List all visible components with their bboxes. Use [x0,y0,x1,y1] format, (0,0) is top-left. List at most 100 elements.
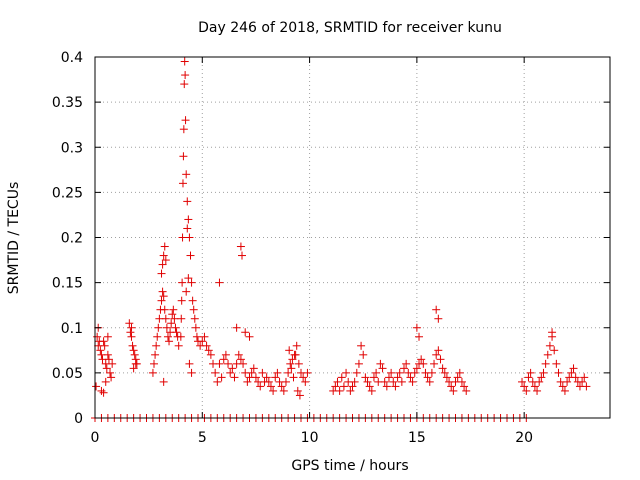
data-point [522,386,531,395]
y-tick-label: 0.25 [52,185,83,201]
data-point [299,373,308,382]
data-point [106,368,115,377]
data-point [185,359,194,368]
data-point [269,386,278,395]
data-point [563,377,572,386]
data-point [168,310,177,319]
data-point [182,287,191,296]
data-point [108,359,117,368]
data-point [548,328,557,337]
data-point [303,368,312,377]
y-tick-label: 0.2 [61,231,83,247]
data-point [191,323,200,332]
x-tick-label: 5 [198,430,207,446]
y-tick-label: 0.05 [52,366,83,382]
y-tick-label: 0.3 [61,140,83,156]
data-point [567,368,576,377]
data-point [97,386,106,395]
data-point [460,382,469,391]
data-point [157,296,166,305]
data-point [425,377,434,386]
data-point [249,364,258,373]
data-point [101,377,110,386]
data-point [580,373,589,382]
data-point [301,377,310,386]
data-point [202,341,211,350]
data-point [541,359,550,368]
data-point [453,373,462,382]
data-point [393,373,402,382]
data-point [442,373,451,382]
data-point [440,368,449,377]
data-point [182,170,191,179]
data-point [102,364,111,373]
data-point [419,359,428,368]
data-point [206,350,215,359]
axis-ticks: 0 5 10 15 20 0 0.05 0.1 0.15 0.2 0.25 0.3 0.35 0.4 [52,50,610,446]
data-point [103,332,112,341]
x-tick-label: 0 [91,430,100,446]
data-point [365,382,374,391]
data-point [232,323,241,332]
data-point [128,341,137,350]
data-point [213,377,222,386]
data-point [172,328,181,337]
data-point [518,377,527,386]
data-point [180,57,189,66]
data-point [170,314,179,323]
data-point [107,373,116,382]
data-point [560,386,569,395]
data-point [167,319,176,328]
data-point [153,332,162,341]
data-point [241,328,250,337]
data-point [92,382,101,391]
data-point [333,377,342,386]
grid-lines [95,57,610,418]
data-point [183,224,192,233]
data-point [221,350,230,359]
data-point [530,382,539,391]
y-axis-label: SRMTID / TECUs [6,182,22,295]
data-point [125,319,134,328]
data-point [287,364,296,373]
data-point [179,125,188,134]
data-point [104,355,113,364]
data-point [186,251,195,260]
data-point [415,332,424,341]
data-point [273,368,282,377]
data-point [129,364,138,373]
data-point [198,337,207,346]
data-point [284,368,293,377]
data-point [158,260,167,269]
data-point [247,368,256,377]
data-point [185,233,194,242]
data-point [277,382,286,391]
data-point [150,359,159,368]
data-point [350,377,359,386]
data-point [190,314,199,323]
data-point [226,368,235,377]
data-point [176,332,185,341]
data-point [181,116,190,125]
data-point [352,368,361,377]
x-axis-label: GPS time / hours [291,458,408,474]
data-point [397,377,406,386]
data-point [434,346,443,355]
y-tick-label: 0.15 [52,276,83,292]
data-point [552,359,561,368]
data-point [178,278,187,287]
data-point [279,386,288,395]
data-point [291,350,300,359]
data-point [245,332,254,341]
data-point [554,368,563,377]
data-point [457,377,466,386]
data-point [148,368,157,377]
data-point [161,314,170,323]
data-point [189,305,198,314]
data-point [533,386,542,395]
data-point [93,332,102,341]
data-point [188,296,197,305]
data-point [184,215,193,224]
data-point [127,332,136,341]
data-point [410,368,419,377]
